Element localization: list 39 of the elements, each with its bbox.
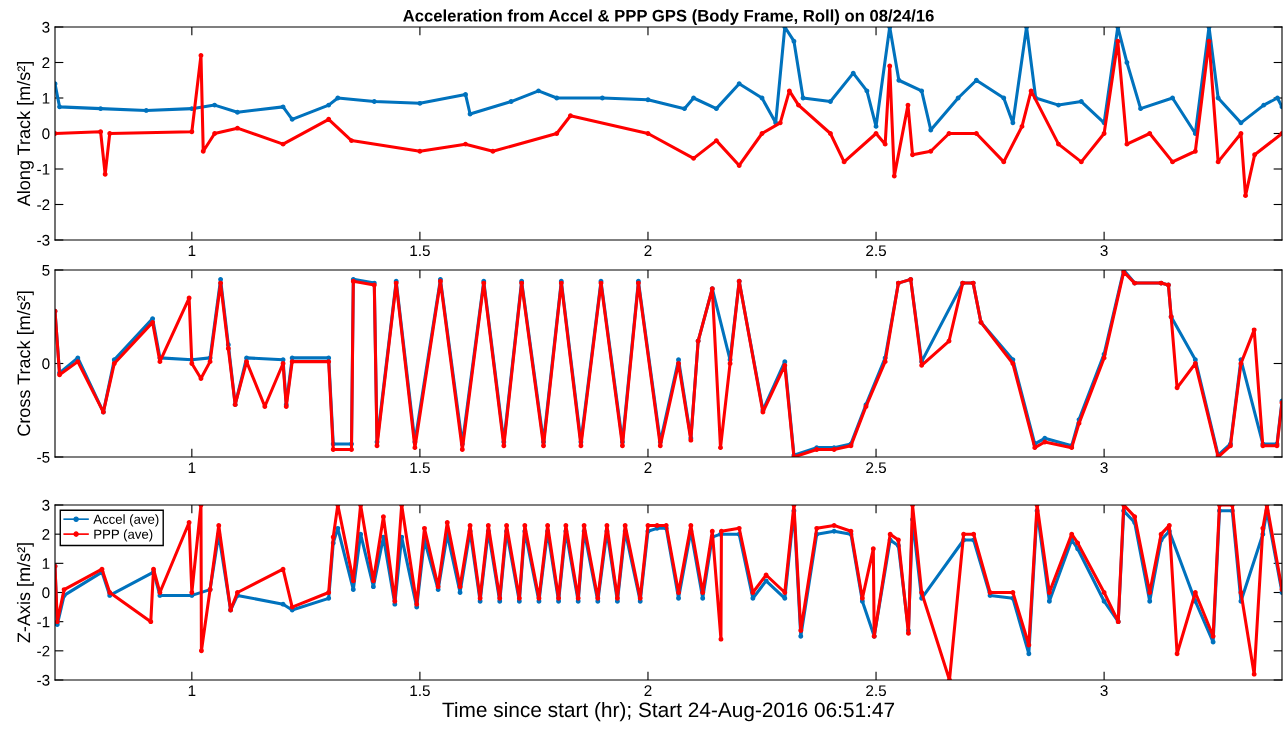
x-axis-title: Time since start (hr); Start 24-Aug-2016 06:51:47 xyxy=(442,701,895,722)
y-axis-title: Z-Axis [m/s²] xyxy=(16,543,34,643)
x-tick-label: 3 xyxy=(1100,462,1108,474)
x-tick-label: 3 xyxy=(1100,685,1108,697)
legend-label: Accel (ave) xyxy=(93,514,159,527)
x-tick-label: 1.5 xyxy=(410,685,430,697)
y-tick-label: -1 xyxy=(37,164,50,175)
y-tick-label: 5 xyxy=(42,265,50,276)
y-axis-title: Cross Track [m/s²] xyxy=(16,291,34,436)
x-tick-label: 3 xyxy=(1100,245,1108,257)
x-tick-label: 1.5 xyxy=(410,245,430,257)
y-tick-label: 0 xyxy=(42,587,50,599)
y-tick-label: 2 xyxy=(42,529,50,540)
x-tick-label: 2 xyxy=(644,245,652,256)
y-tick-label: 1 xyxy=(42,93,50,104)
y-tick-label: -3 xyxy=(37,234,50,246)
x-tick-label: 2.5 xyxy=(866,462,887,474)
y-tick-label: 1 xyxy=(42,558,50,569)
y-axis-title: Along Track [m/s²] xyxy=(16,62,34,207)
x-tick-label: 1 xyxy=(188,245,196,256)
x-tick-label: 2.5 xyxy=(866,685,887,697)
x-tick-label: 2 xyxy=(644,685,652,696)
y-tick-label: -2 xyxy=(37,645,50,657)
x-tick-label: 2 xyxy=(644,462,652,473)
y-tick-label: 0 xyxy=(42,128,50,140)
chart-title: Acceleration from Accel & PPP GPS (Body Frame, Roll) on 08/24/16 xyxy=(403,9,934,25)
legend-label: PPP (ave) xyxy=(94,529,153,542)
x-tick-label: 1 xyxy=(188,685,196,696)
y-tick-label: 3 xyxy=(42,499,50,511)
y-tick-label: -1 xyxy=(37,616,50,628)
x-tick-label: 1 xyxy=(188,462,196,473)
x-tick-label: 2.5 xyxy=(866,245,887,257)
y-tick-label: 0 xyxy=(42,358,50,370)
y-tick-label: -5 xyxy=(37,452,50,463)
y-tick-label: 2 xyxy=(42,57,50,69)
y-tick-label: 3 xyxy=(42,21,50,33)
y-tick-label: -2 xyxy=(37,199,50,211)
x-tick-label: 1.5 xyxy=(410,462,430,474)
y-tick-label: -3 xyxy=(37,674,50,686)
